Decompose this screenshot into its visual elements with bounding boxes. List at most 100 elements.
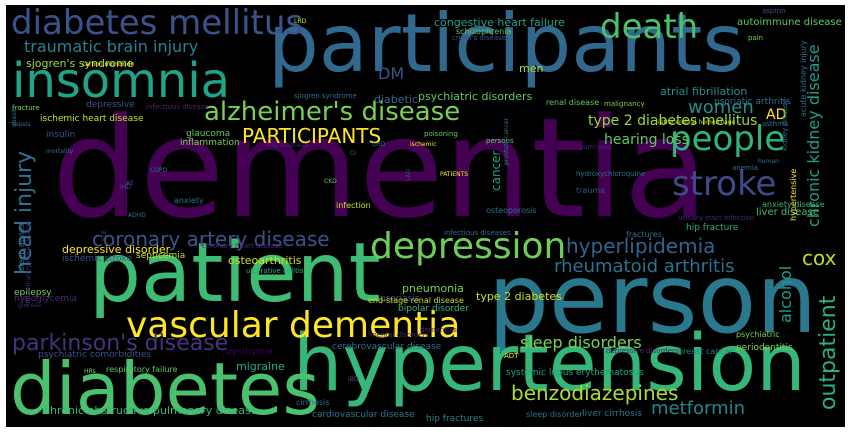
word-inflammation: inflammation <box>180 138 240 148</box>
word-participants: participants <box>268 5 745 90</box>
word-liver-disease: liver disease <box>756 207 819 218</box>
word-psoriatic-arthritis: psoriatic arthritis <box>714 97 791 107</box>
word-hip-fracture: hip fracture <box>686 223 739 233</box>
word-dysthymia: dysthymia <box>226 347 274 357</box>
word-diabetes-mellitus: diabetes mellitus <box>11 5 304 43</box>
word-cerebrovascular-disease: cerebrovascular disease <box>332 342 442 352</box>
word-type-2-diabetes: type 2 diabetes <box>476 290 562 303</box>
word-men: men <box>519 62 544 75</box>
word-asthma: asthma <box>762 120 789 128</box>
word-mortality: mortality <box>46 148 74 155</box>
word-urinary-tract-infection: urinary tract infection <box>678 214 755 222</box>
word-migraine: migraine <box>236 360 285 373</box>
word-inflammatory-bowel-disease: inflammatory bowel disease <box>25 220 32 305</box>
word-hydroxychloroquine: hydroxychloroquine <box>576 170 646 178</box>
word-psoriasis: psoriasis <box>380 294 420 304</box>
word-anxiety-disease: anxiety disease <box>762 200 825 209</box>
word-schizophrenia: schizophrenia <box>456 27 512 36</box>
word-person: person <box>488 243 818 355</box>
word-ulcerative-colitis: ulcerative colitis <box>246 267 304 275</box>
word-persons: persons <box>486 137 514 145</box>
word-infection: infection <box>336 201 371 210</box>
word-mental-illness: mental illness <box>266 142 308 149</box>
word-hrs: HRs <box>84 368 96 375</box>
word-sjogren-syndrome: sjogren syndrome <box>294 92 357 100</box>
word-sleep-disorder: sleep disorder <box>526 410 583 419</box>
word-renal-disease: renal disease <box>546 98 600 107</box>
word-alcohol: alcohol <box>776 265 795 323</box>
word-fracture: fracture <box>12 104 40 112</box>
word-kidney-disease: kidney disease <box>781 98 789 151</box>
word-hyperlipidemia: hyperlipidemia <box>566 234 716 258</box>
word-systemic-lupus-erythematosus: systemic lupus erythematosus <box>506 368 644 378</box>
word-depressive: depressive <box>86 100 135 110</box>
word-psychiatric: psychiatric <box>736 330 780 339</box>
word-dm: DM <box>378 64 405 83</box>
word-people: people <box>670 119 786 159</box>
word-osteoarthritis: osteoarthritis <box>228 254 302 267</box>
word-depressive-disorder: depressive disorder <box>62 243 171 256</box>
word-crohns-disease: crohn's disease <box>452 34 507 42</box>
word-anxiety: anxiety <box>174 196 204 205</box>
word-sepsis: sepsis <box>12 121 31 128</box>
word-cardiovascular-disease: cardiovascular disease <box>312 410 415 420</box>
word-hip-fractures: hip fractures <box>426 414 484 424</box>
word-women: women <box>688 97 754 118</box>
word-vascular-dementia: vascular dementia <box>126 305 461 346</box>
word-glucose: glucose <box>18 302 42 309</box>
word-glaucoma: glaucoma <box>186 129 231 139</box>
word-cox: cox <box>802 246 837 270</box>
word-prostate-cancer: prostate cancer <box>503 117 510 165</box>
word-autoimmune-disease: autoimmune disease <box>737 17 842 28</box>
word-liver-cirrhosis: liver cirrhosis <box>582 409 643 419</box>
word-respiratory-failure: respiratory failure <box>106 365 178 374</box>
word-parkinsons-disease: parkinson's disease <box>12 331 229 356</box>
word-adt: ADT <box>504 352 519 360</box>
word-death: death <box>600 7 699 47</box>
word-dementias: dementias <box>420 326 457 334</box>
word-traumatic-brain-injury: traumatic brain injury <box>24 37 199 56</box>
word-insulin: insulin <box>46 130 76 140</box>
word-mental-disorders: mental disorders <box>370 331 430 339</box>
word-patient: patient <box>89 226 381 321</box>
word-pain: pain <box>748 34 764 42</box>
word-ckd: CKD <box>324 178 337 185</box>
word-participant: participant <box>580 144 613 151</box>
word-hypertension: hypertension <box>293 319 806 409</box>
word-ad: AD <box>766 107 787 123</box>
word-hearing-loss: hearing loss <box>604 132 689 148</box>
word-outpatient: outpatient <box>816 295 841 410</box>
word-pneumonia: pneumonia <box>402 282 464 295</box>
word-coronary-artery-disease: coronary artery disease <box>92 227 330 251</box>
word-congestive-heart-failure: congestive heart failure <box>434 16 565 29</box>
word-depression: depression <box>370 226 567 267</box>
word-psychiatric-comorbidities: psychiatric comorbidities <box>38 350 152 360</box>
word-adhd: ADHD <box>128 212 146 219</box>
word-trauma: trauma <box>576 186 606 195</box>
word-epilepsy: epilepsy <box>14 288 52 298</box>
word-lrd: LRD <box>294 18 307 25</box>
word-type-2-diabetes-mellitus: type 2 diabetes mellitus <box>588 113 758 129</box>
word-depressive-disorders: depressive disorders <box>606 347 679 355</box>
word-ae: AE <box>126 180 134 187</box>
word-lad: LAD <box>405 168 412 181</box>
word-psychiatric-disorders: psychiatric disorders <box>418 90 533 103</box>
word-diabetic: diabetic <box>374 93 418 106</box>
word-ci: CI <box>350 150 356 157</box>
word-infectious-diseases: infectious diseases <box>444 229 511 237</box>
word-patients-upper: PATIENTS <box>440 171 469 178</box>
word-malignancy: malignancy <box>604 100 645 108</box>
word-sle: SLE <box>101 230 108 241</box>
word-septicemia: septicemia <box>136 251 186 261</box>
word-intracerebral-hemorrhage: intracerebral hemorrhage <box>658 119 736 126</box>
word-insomnia: insomnia <box>12 53 231 109</box>
word-bipolar-disorder: bipolar disorder <box>398 304 469 314</box>
word-poisoning: poisoning <box>424 130 458 138</box>
word-chd: CHD <box>372 141 386 148</box>
word-hiv: HIV <box>206 14 217 21</box>
word-hypertensive: hypertensive <box>789 168 798 221</box>
word-hypoglycemia: hypoglycemia <box>14 294 78 304</box>
word-end-stage-renal-disease: end-stage renal disease <box>368 296 464 305</box>
word-ihd: IHD <box>120 184 131 191</box>
word-aspirin: aspirin <box>762 7 786 15</box>
